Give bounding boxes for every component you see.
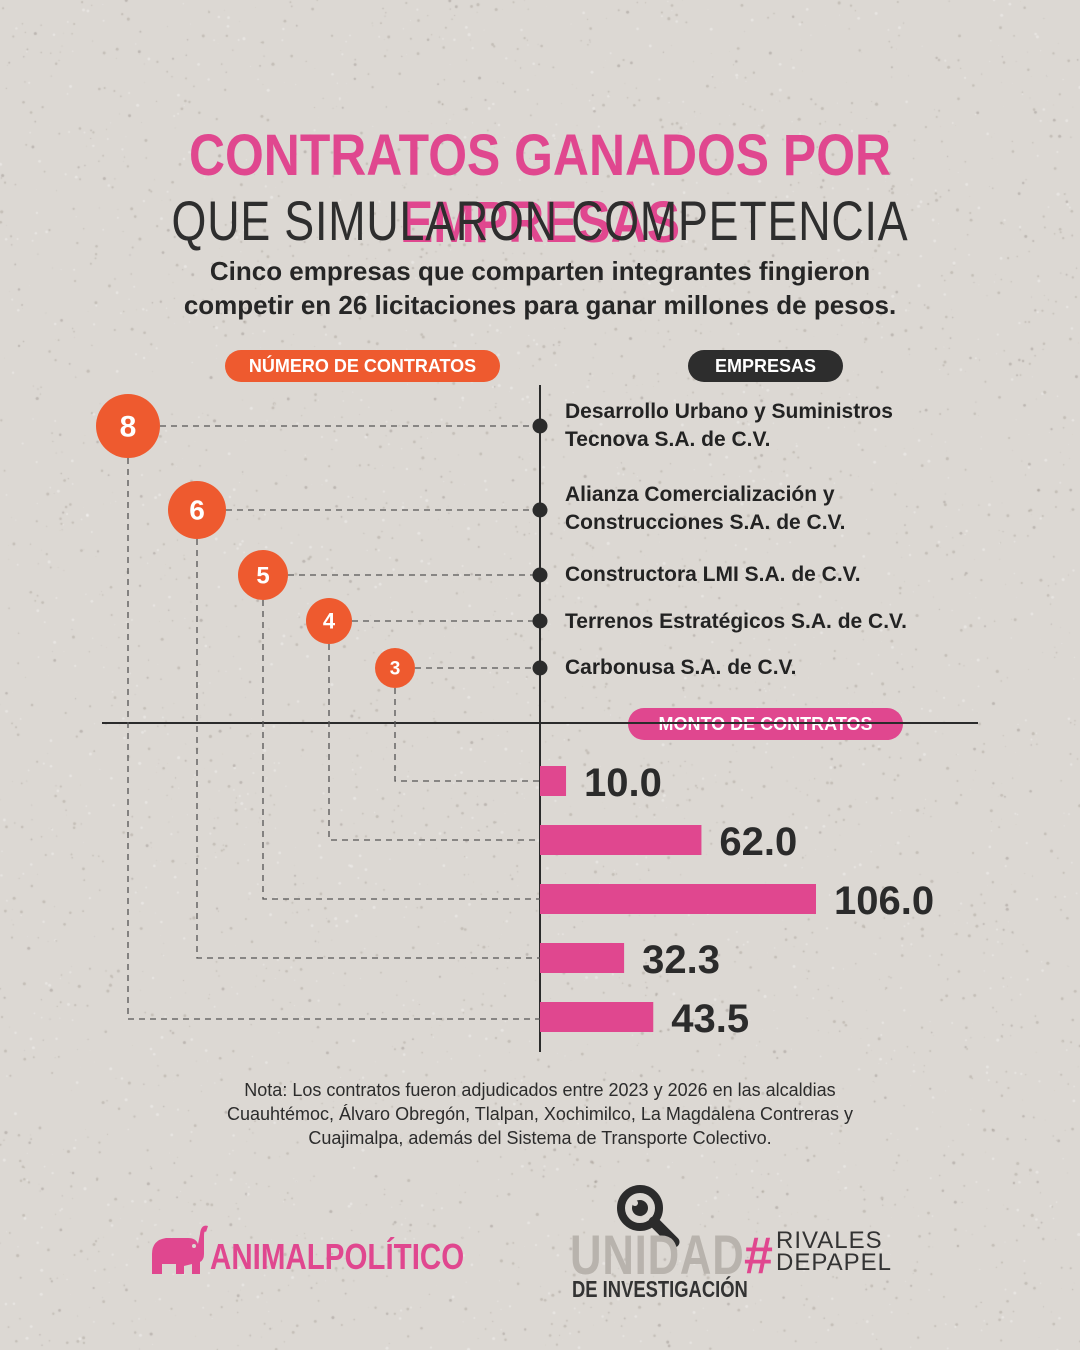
company-terrenos: Terrenos Estratégicos S.A. de C.V.: [565, 610, 907, 633]
contract-count-label: 5: [256, 562, 269, 589]
connector-to-bar: [394, 688, 540, 782]
company-dot: [532, 660, 548, 676]
empresas-label: EMPRESAS: [688, 350, 843, 382]
amount-label: 62.0: [719, 820, 797, 864]
contract-count-label: 4: [323, 609, 336, 634]
unidad-logo: UNIDAD: [570, 1223, 745, 1286]
company-dot: [532, 418, 548, 434]
amount-label: 43.5: [671, 997, 749, 1041]
subtitle-line-1: Cinco empresas que comparten integrantes…: [209, 256, 871, 286]
company-dot: [532, 613, 548, 629]
contract-count-label: 3: [390, 659, 401, 680]
contract-count-circle: [375, 648, 415, 688]
connector-to-bar: [196, 539, 540, 959]
magnifier-icon: [617, 1185, 680, 1248]
connector-to-bar: [262, 600, 540, 900]
subtitle: Cinco empresas que comparten integrantes…: [90, 254, 990, 322]
amount-bar: [540, 825, 702, 855]
company-lmi: Constructora LMI S.A. de C.V.: [565, 563, 861, 586]
amount-label: 10.0: [584, 761, 662, 805]
contract-count-circle: [238, 550, 288, 600]
company-tecnova: Desarrollo Urbano y Suministros Tecnova …: [565, 400, 893, 451]
amount-bar: [540, 884, 816, 914]
footnote: Nota: Los contratos fueron adjudicados e…: [226, 1080, 853, 1148]
contract-count-label: 8: [120, 411, 137, 444]
animal-politico-logo: ANIMALPOLÍTICO: [210, 1236, 465, 1277]
company-alianza: Alianza Comercialización y Construccione…: [565, 483, 846, 534]
amount-bar: [540, 1002, 654, 1032]
contract-count-label: 6: [189, 495, 205, 526]
numero-contratos-label: NÚMERO DE CONTRATOS: [225, 350, 500, 382]
connector-to-bar: [127, 458, 540, 1020]
company-dot: [532, 567, 548, 583]
connector-to-bar: [328, 644, 540, 841]
amount-bar: [540, 766, 567, 796]
company-dot: [532, 502, 548, 518]
elephant-icon: [152, 1225, 208, 1274]
investigacion-logo: DE INVESTIGACIÓN: [572, 1276, 748, 1302]
contract-count-circle: [96, 394, 160, 458]
rivales-de-papel-logo: RIVALES DEPAPEL: [776, 1227, 892, 1276]
subtitle-line-2: competir en 26 licitaciones para ganar m…: [183, 290, 897, 320]
hashtag-symbol: #: [744, 1227, 773, 1285]
title-line-2: QUE SIMULARON COMPETENCIA: [171, 189, 909, 252]
title-line-1: CONTRATOS GANADOS POR EMPRESAS: [188, 123, 892, 255]
contract-count-circle: [168, 481, 226, 539]
amount-bar: [540, 943, 625, 973]
contract-count-circle: [306, 598, 352, 644]
amount-label: 32.3: [642, 938, 720, 982]
amount-label: 106.0: [834, 879, 934, 923]
company-carbonusa: Carbonusa S.A. de C.V.: [565, 656, 797, 679]
